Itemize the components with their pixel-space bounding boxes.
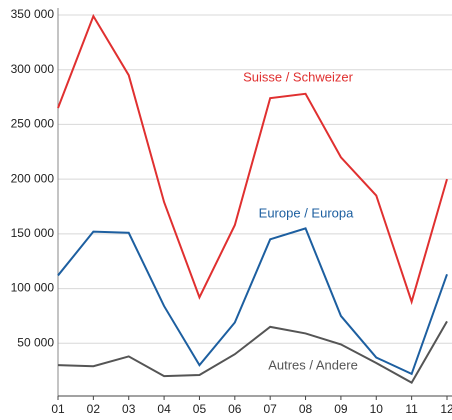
x-tick-label: 07 <box>264 402 278 416</box>
x-tick-label: 01 <box>51 402 65 416</box>
x-tick-label: 09 <box>334 402 348 416</box>
x-tick-label: 11 <box>405 402 418 416</box>
y-tick-label: 50 000 <box>17 335 54 349</box>
y-tick-label: 300 000 <box>11 62 55 76</box>
x-tick-label: 12 <box>440 402 452 416</box>
series-line <box>57 320 448 385</box>
x-tick-label: 05 <box>193 402 207 416</box>
x-tick-label: 06 <box>228 402 242 416</box>
x-tick-label: 10 <box>370 402 384 416</box>
y-tick-label: 350 000 <box>11 7 55 21</box>
series-label: Suisse / Schweizer <box>243 69 353 84</box>
series-label: Europe / Europa <box>259 205 354 220</box>
series-line <box>57 13 448 306</box>
x-tick-label: 08 <box>299 402 313 416</box>
series-label: Autres / Andere <box>268 357 358 372</box>
x-tick-label: 02 <box>87 402 101 416</box>
y-tick-label: 200 000 <box>11 171 55 185</box>
y-tick-label: 150 000 <box>11 226 55 240</box>
y-tick-label: 250 000 <box>11 117 55 131</box>
x-tick-label: 04 <box>157 402 171 416</box>
series-line <box>57 227 448 376</box>
y-tick-label: 100 000 <box>11 281 55 295</box>
x-tick-label: 03 <box>122 402 136 416</box>
